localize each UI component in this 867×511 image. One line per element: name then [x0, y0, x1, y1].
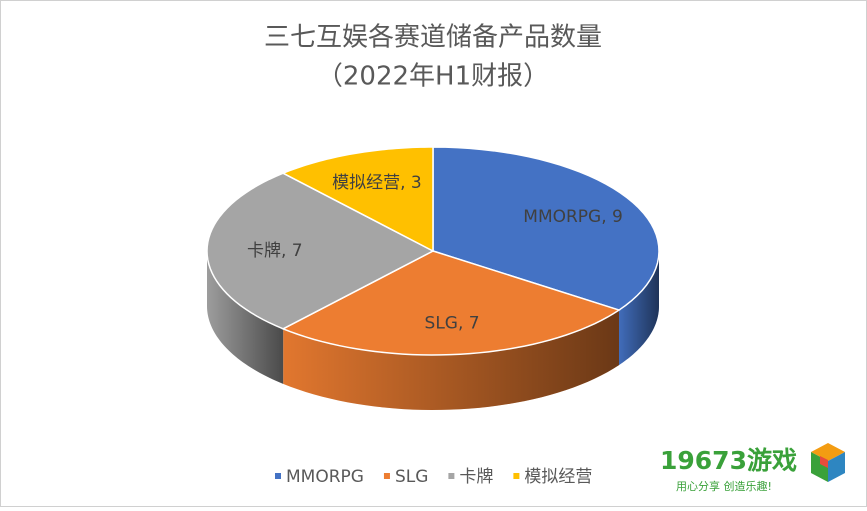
data-label: MMORPG, 9 — [523, 207, 623, 227]
slice-side-shade — [283, 310, 619, 410]
data-label: 模拟经营, 3 — [332, 173, 422, 193]
chart-subtitle: （2022年H1财报） — [317, 62, 549, 92]
pie: MMORPG, 9 SLG, 7 卡牌, 7 模拟经营, 3 — [206, 146, 660, 410]
watermark-brand: 19673游戏 — [660, 446, 797, 475]
watermark-logo — [811, 443, 845, 482]
slice — [281, 146, 434, 253]
legend-label: MMORPG — [286, 467, 364, 487]
data-label: 卡牌, 7 — [247, 241, 303, 261]
slice-side-shade — [207, 251, 284, 384]
watermark-slogan: 用心分享 创造乐趣! — [676, 479, 772, 493]
legend-swatch — [448, 473, 455, 479]
chart-title: 三七互娱各赛道储备产品数量 — [264, 23, 602, 53]
watermark: 19673游戏 用心分享 创造乐趣! — [660, 443, 845, 493]
legend-swatch — [513, 473, 520, 479]
slice — [281, 250, 621, 356]
slice-side-shade — [618, 251, 659, 366]
legend-swatch — [275, 473, 281, 479]
slice — [432, 146, 660, 311]
legend-label: 模拟经营 — [524, 467, 592, 487]
legend-swatch — [383, 473, 390, 479]
data-label: SLG, 7 — [425, 313, 480, 333]
legend-label: SLG — [395, 467, 428, 487]
slice — [206, 172, 435, 330]
legend: MMORPG SLG 卡牌 模拟经营 — [275, 467, 592, 487]
legend-label: 卡牌 — [459, 467, 493, 487]
